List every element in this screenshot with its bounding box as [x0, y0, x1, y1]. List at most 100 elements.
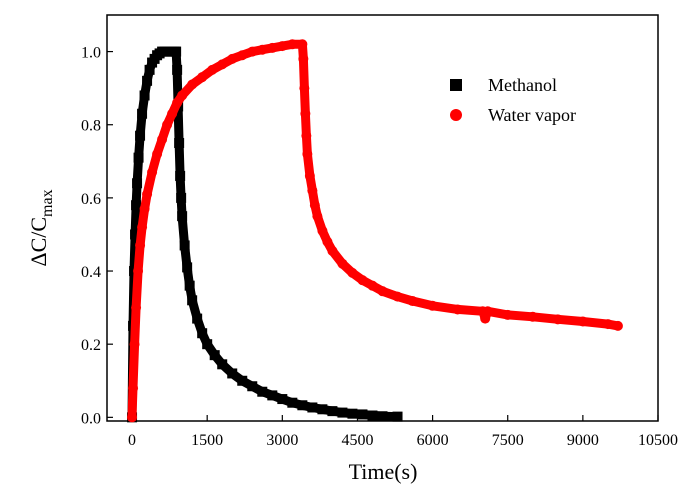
data-point	[162, 119, 173, 130]
x-tick-label: 7500	[492, 432, 524, 449]
data-point	[202, 339, 213, 350]
data-point	[172, 64, 183, 75]
y-tick-label: 0.0	[81, 410, 101, 427]
data-point	[187, 79, 198, 90]
data-point	[227, 53, 238, 64]
x-tick-label: 0	[128, 432, 136, 449]
legend: Methanol Water vapor	[450, 75, 576, 125]
legend-marker-methanol	[450, 79, 462, 91]
data-point	[327, 245, 338, 256]
data-point	[171, 46, 182, 57]
legend-label-methanol: Methanol	[488, 75, 557, 95]
data-point	[187, 295, 198, 306]
y-tick-label: 0.2	[81, 337, 101, 354]
data-point	[179, 240, 190, 251]
data-point	[197, 328, 208, 339]
data-point	[317, 404, 328, 415]
plot-frame	[106, 14, 659, 422]
series-layer	[127, 39, 623, 423]
data-point	[307, 402, 318, 413]
data-point	[217, 359, 228, 370]
data-point	[301, 130, 312, 141]
data-point	[172, 97, 183, 108]
data-point	[392, 411, 403, 422]
y-axis-ticks: 0.0 0.2 0.4 0.6 0.8 1.0	[81, 45, 113, 427]
data-point	[298, 53, 309, 64]
legend-label-water-vapor: Water vapor	[488, 105, 576, 125]
y-tick-label: 1.0	[81, 45, 101, 62]
data-point	[177, 211, 188, 222]
data-point	[577, 316, 588, 327]
data-point	[407, 296, 418, 307]
data-point	[309, 200, 320, 211]
data-point	[257, 386, 268, 397]
y-axis-title-sub: max	[39, 189, 56, 217]
data-point	[377, 411, 388, 422]
data-point	[197, 72, 208, 83]
data-point	[287, 397, 298, 408]
data-point	[131, 200, 142, 211]
data-point	[287, 39, 298, 50]
data-point	[237, 375, 248, 386]
data-point	[267, 42, 278, 53]
y-tick-label: 0.8	[81, 118, 101, 135]
data-point	[304, 170, 315, 181]
data-point	[297, 400, 308, 411]
data-point	[267, 390, 278, 401]
data-point	[527, 311, 538, 322]
data-point	[277, 41, 288, 52]
data-point	[133, 152, 144, 163]
data-point	[129, 339, 140, 350]
data-point	[347, 408, 358, 419]
data-point	[299, 83, 310, 94]
data-point	[139, 203, 150, 214]
data-point	[133, 266, 144, 277]
x-axis-ticks: 0 1500 3000 4500 6000 7500 9000 10500	[128, 415, 678, 449]
data-point	[209, 350, 220, 361]
y-axis-title-main: ΔC/C	[26, 217, 51, 267]
data-point	[427, 300, 438, 311]
data-point	[277, 394, 288, 405]
data-point	[227, 368, 238, 379]
data-point	[322, 236, 333, 247]
data-point	[131, 302, 142, 313]
legend-marker-water-vapor	[450, 109, 462, 121]
data-point	[337, 407, 348, 418]
data-point	[317, 225, 328, 236]
data-point	[257, 44, 268, 55]
data-point	[302, 148, 313, 159]
data-point	[452, 304, 463, 315]
data-point	[147, 167, 158, 178]
data-point	[237, 50, 248, 61]
data-point	[184, 280, 195, 291]
data-point	[137, 222, 148, 233]
data-point	[182, 262, 193, 273]
data-point	[127, 412, 138, 423]
data-point	[177, 90, 188, 101]
x-tick-label: 1500	[191, 432, 223, 449]
series-trace	[127, 39, 623, 422]
data-point	[132, 178, 143, 189]
data-point	[142, 75, 153, 86]
x-tick-label: 4500	[341, 432, 373, 449]
data-point	[357, 275, 368, 286]
x-tick-label: 6000	[417, 432, 449, 449]
x-axis-title: Time(s)	[349, 459, 418, 484]
data-point	[482, 306, 493, 317]
y-tick-label: 0.4	[81, 264, 101, 281]
data-point	[357, 409, 368, 420]
data-point	[174, 138, 185, 149]
y-axis-title: ΔC/Cmax	[26, 189, 56, 266]
data-point	[297, 39, 308, 50]
y-tick-label: 0.6	[81, 191, 101, 208]
data-point	[157, 134, 168, 145]
data-point	[139, 90, 150, 101]
data-point	[130, 229, 141, 240]
data-point	[207, 64, 218, 75]
x-tick-label: 3000	[266, 432, 298, 449]
data-point	[392, 291, 403, 302]
data-point	[367, 280, 378, 291]
data-point	[612, 320, 623, 331]
